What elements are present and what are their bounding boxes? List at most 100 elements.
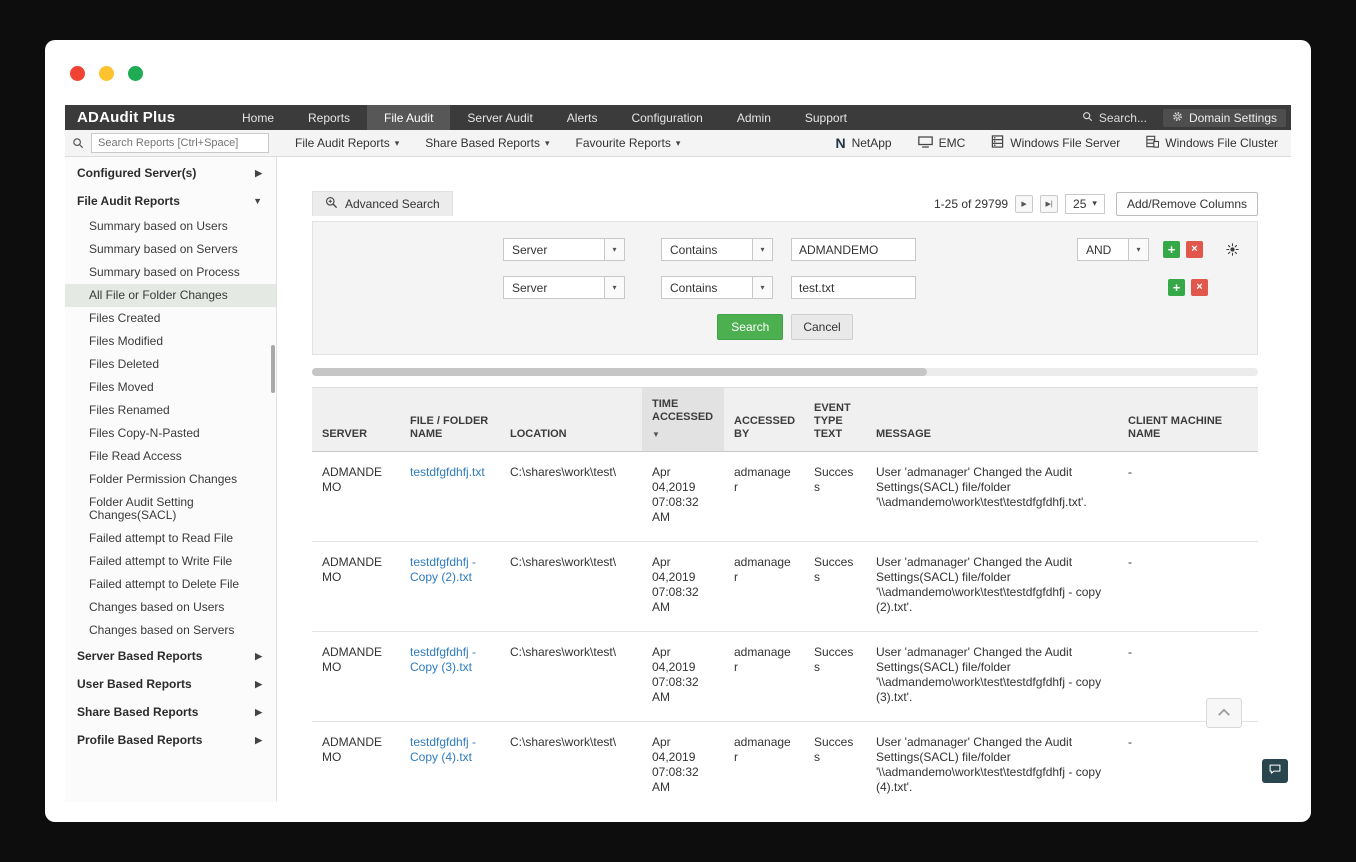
- table-row: ADMANDEMO testdfgfdhfj - Copy (2).txt C:…: [312, 541, 1258, 632]
- sidebar-item-summary-users[interactable]: Summary based on Users: [89, 219, 228, 233]
- sidebar-item-folder-audit-setting-changes[interactable]: Folder Audit Setting Changes(SACL): [89, 495, 194, 522]
- report-search: [65, 130, 269, 156]
- column-header-server[interactable]: SERVER: [312, 387, 400, 452]
- join-operator-select[interactable]: AND ▾: [1077, 238, 1149, 261]
- tab-server-audit[interactable]: Server Audit: [467, 110, 533, 125]
- sidebar-item-summary-servers[interactable]: Summary based on Servers: [89, 242, 238, 256]
- emc-icon: [917, 135, 933, 151]
- netapp-link[interactable]: N NetApp: [822, 135, 904, 151]
- tab-admin[interactable]: Admin: [736, 110, 771, 125]
- file-link[interactable]: testdfgfdhfj - Copy (2).txt: [410, 555, 477, 584]
- tab-file-audit[interactable]: File Audit: [367, 105, 451, 130]
- page-size-select[interactable]: 25 ▾: [1065, 193, 1105, 214]
- add-condition-button[interactable]: +: [1168, 279, 1185, 296]
- close-button[interactable]: [70, 66, 85, 81]
- file-link[interactable]: testdfgfdhfj - Copy (3).txt: [410, 645, 477, 674]
- column-header-event-type-text[interactable]: EVENT TYPE TEXT: [804, 387, 866, 452]
- last-page-button[interactable]: ▶|: [1040, 194, 1059, 213]
- sidebar-scrollbar[interactable]: [271, 345, 275, 393]
- tab-alerts[interactable]: Alerts: [566, 110, 598, 125]
- report-search-input[interactable]: [91, 133, 269, 153]
- sidebar-section-profile-based-reports[interactable]: Profile Based Reports ▶: [65, 726, 276, 751]
- column-header-message[interactable]: MESSAGE: [866, 387, 1118, 452]
- sidebar-item-files-modified[interactable]: Files Modified: [89, 334, 164, 348]
- scroll-to-top-button[interactable]: [1206, 698, 1242, 728]
- chevron-right-icon: ▶: [255, 650, 262, 661]
- operator-select-value: Contains: [670, 280, 718, 295]
- next-page-button[interactable]: ▶: [1015, 194, 1034, 213]
- add-condition-button[interactable]: +: [1163, 241, 1180, 258]
- tab-support[interactable]: Support: [804, 110, 847, 125]
- remove-condition-button[interactable]: ×: [1191, 279, 1208, 296]
- cell-client-machine: -: [1118, 451, 1258, 542]
- column-header-client-machine-name[interactable]: CLIENT MACHINE NAME: [1118, 387, 1258, 452]
- close-icon: ×: [1196, 281, 1203, 293]
- chevron-right-icon: ▶: [255, 706, 262, 717]
- column-header-time-accessed[interactable]: TIME ACCESSED ▼: [642, 387, 724, 452]
- cell-file-name: testdfgfdhfj - Copy (4).txt: [400, 721, 500, 802]
- add-remove-columns-button[interactable]: Add/Remove Columns: [1115, 191, 1258, 216]
- sidebar-section-user-based-reports[interactable]: User Based Reports ▶: [65, 670, 276, 698]
- menu-share-based-reports[interactable]: Share Based Reports ▾: [425, 136, 549, 150]
- windows-file-cluster-icon: [1146, 135, 1160, 151]
- menu-file-audit-reports[interactable]: File Audit Reports ▾: [295, 136, 399, 150]
- sun-icon[interactable]: [1226, 243, 1239, 256]
- sidebar-item-folder-permission-changes[interactable]: Folder Permission Changes: [89, 472, 238, 486]
- chat-bubble-icon: [1268, 762, 1282, 781]
- menu-favourite-reports[interactable]: Favourite Reports ▾: [576, 136, 681, 150]
- sidebar-item-files-created[interactable]: Files Created: [89, 311, 161, 325]
- sidebar-item-changes-users[interactable]: Changes based on Users: [89, 600, 225, 614]
- sidebar-section-share-based-reports[interactable]: Share Based Reports ▶: [65, 698, 276, 726]
- sidebar-item-failed-read[interactable]: Failed attempt to Read File: [89, 531, 234, 545]
- sidebar-item-files-moved[interactable]: Files Moved: [89, 380, 154, 394]
- chevron-down-icon: ▼: [253, 196, 262, 206]
- sidebar-item-failed-delete[interactable]: Failed attempt to Delete File: [89, 577, 240, 591]
- column-label: MESSAGE: [876, 428, 932, 440]
- sidebar-item-files-deleted[interactable]: Files Deleted: [89, 357, 160, 371]
- advanced-search-toggle[interactable]: Advanced Search: [312, 191, 453, 216]
- tab-home[interactable]: Home: [242, 110, 275, 125]
- sidebar-section-server-based-reports[interactable]: Server Based Reports ▶: [65, 642, 276, 670]
- sidebar-item-failed-write[interactable]: Failed attempt to Write File: [89, 554, 233, 568]
- cell-server: ADMANDEMO: [312, 541, 400, 632]
- sidebar-section-file-audit-reports[interactable]: File Audit Reports ▼: [65, 187, 276, 215]
- field-select-value: Server: [512, 242, 548, 257]
- criteria-value-input[interactable]: [791, 238, 916, 261]
- operator-select[interactable]: Contains ▾: [661, 276, 773, 299]
- column-header-location[interactable]: LOCATION: [500, 387, 642, 452]
- search-button[interactable]: Search: [717, 314, 784, 340]
- netapp-icon: N: [835, 135, 846, 151]
- windows-file-cluster-link[interactable]: Windows File Cluster: [1133, 135, 1291, 151]
- sidebar-item-summary-process[interactable]: Summary based on Process: [89, 265, 240, 279]
- join-select-value: AND: [1086, 242, 1112, 257]
- file-link[interactable]: testdfgfdhfj.txt: [410, 465, 485, 479]
- sidebar-item-files-copy-n-pasted[interactable]: Files Copy-N-Pasted: [89, 426, 200, 440]
- domain-settings-button[interactable]: Domain Settings: [1162, 108, 1286, 127]
- zoom-button[interactable]: [128, 66, 143, 81]
- criteria-value-input[interactable]: [791, 276, 916, 299]
- column-header-file-folder-name[interactable]: FILE / FOLDER NAME: [400, 387, 500, 452]
- chevron-up-icon: [1217, 704, 1231, 722]
- feedback-chat-button[interactable]: [1262, 759, 1288, 783]
- column-label: EVENT TYPE TEXT: [814, 402, 851, 440]
- operator-select[interactable]: Contains ▾: [661, 238, 773, 261]
- tab-reports[interactable]: Reports: [308, 110, 351, 125]
- horizontal-scrollbar-thumb[interactable]: [312, 368, 927, 376]
- column-header-accessed-by[interactable]: ACCESSED BY: [724, 387, 804, 452]
- sidebar-item-file-read-access[interactable]: File Read Access: [89, 449, 182, 463]
- sidebar-section-configured-servers[interactable]: Configured Server(s) ▶: [65, 159, 276, 187]
- global-search[interactable]: Search...: [1076, 111, 1153, 125]
- section-label: Configured Server(s): [77, 166, 197, 180]
- emc-link[interactable]: EMC: [905, 135, 979, 151]
- sidebar-item-changes-servers[interactable]: Changes based on Servers: [89, 623, 235, 637]
- windows-file-server-link[interactable]: Windows File Server: [978, 135, 1133, 151]
- minimize-button[interactable]: [99, 66, 114, 81]
- cancel-button[interactable]: Cancel: [791, 314, 853, 340]
- sidebar-item-all-file-folder-changes[interactable]: All File or Folder Changes: [65, 284, 276, 307]
- field-select[interactable]: Server ▾: [503, 276, 625, 299]
- sidebar-item-files-renamed[interactable]: Files Renamed: [89, 403, 170, 417]
- file-link[interactable]: testdfgfdhfj - Copy (4).txt: [410, 735, 477, 764]
- remove-condition-button[interactable]: ×: [1186, 241, 1203, 258]
- field-select[interactable]: Server ▾: [503, 238, 625, 261]
- tab-configuration[interactable]: Configuration: [631, 110, 703, 125]
